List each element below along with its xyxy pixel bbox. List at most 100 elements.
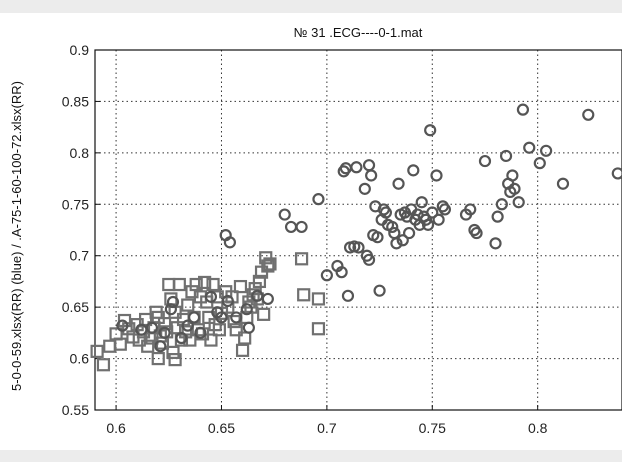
square-data-point xyxy=(311,322,326,336)
circle-data-point xyxy=(402,226,416,240)
circle-data-point xyxy=(432,213,445,226)
circle-data-point xyxy=(499,149,513,163)
square-data-point xyxy=(157,317,172,331)
circle-data-point xyxy=(242,321,255,334)
circle-data-point xyxy=(495,198,508,211)
circle-data-point xyxy=(230,311,243,324)
circle-data-point xyxy=(362,253,376,266)
y-tick-label: 0.75 xyxy=(62,196,89,212)
square-data-point xyxy=(96,358,111,372)
circle-data-point xyxy=(341,289,355,302)
circle-data-point xyxy=(523,141,536,154)
circle-data-point xyxy=(464,203,477,216)
circle-data-point xyxy=(251,289,264,302)
square-data-point xyxy=(252,274,267,289)
circle-data-point xyxy=(415,196,428,209)
circle-data-point xyxy=(164,303,177,316)
circle-data-point xyxy=(379,206,393,219)
circle-data-point xyxy=(390,237,403,250)
y-tick-label: 0.8 xyxy=(70,145,90,161)
x-tick-label: 0.6 xyxy=(106,420,126,436)
square-data-point xyxy=(212,323,226,337)
circle-data-point xyxy=(223,236,237,249)
square-data-point xyxy=(311,292,326,306)
circle-data-point xyxy=(491,210,504,223)
square-data-point xyxy=(235,343,250,357)
square-data-point xyxy=(166,345,180,359)
square-data-point xyxy=(122,322,136,336)
circle-data-point xyxy=(350,161,363,174)
y-tick-label: 0.7 xyxy=(70,248,90,264)
circle-data-point xyxy=(508,182,521,195)
y-tick-label: 0.85 xyxy=(62,93,89,109)
square-data-point xyxy=(117,313,132,328)
square-data-point xyxy=(172,277,186,292)
square-data-point xyxy=(151,351,165,366)
square-data-point xyxy=(168,353,182,367)
square-data-point xyxy=(233,279,248,294)
figure-panel xyxy=(0,13,622,450)
circle-data-point xyxy=(187,311,201,324)
circle-data-point xyxy=(392,177,405,190)
y-tick-label: 0.6 xyxy=(70,351,90,367)
circle-data-point xyxy=(335,266,348,279)
square-data-point xyxy=(189,277,203,292)
circle-data-point xyxy=(386,220,399,234)
circle-data-point xyxy=(175,331,188,345)
circle-data-point xyxy=(438,203,452,216)
square-data-point xyxy=(113,337,127,351)
chart-title: № 31 .ECG----0-1.mat xyxy=(294,25,423,40)
circle-data-point xyxy=(512,196,525,209)
square-data-point xyxy=(261,259,275,273)
circle-data-point xyxy=(158,326,171,339)
square-data-point xyxy=(90,344,104,358)
square-data-point xyxy=(229,323,243,337)
circle-data-point xyxy=(320,269,333,282)
circle-data-point xyxy=(295,220,308,234)
circle-data-point xyxy=(407,164,420,177)
x-axis: 0.6 0.65 0.7 0.75 0.8 xyxy=(106,405,548,436)
circle-data-point xyxy=(261,292,274,306)
circle-data-point xyxy=(611,167,622,180)
x-tick-label: 0.65 xyxy=(208,420,235,436)
data-points xyxy=(90,103,622,372)
circle-data-point xyxy=(194,326,207,339)
x-tick-label: 0.7 xyxy=(317,420,337,436)
circle-data-point xyxy=(396,234,409,247)
circle-data-point xyxy=(478,154,492,168)
circle-data-point xyxy=(582,108,595,121)
circle-data-point xyxy=(424,124,437,137)
square-data-point xyxy=(238,331,252,345)
circle-data-point xyxy=(540,144,553,157)
circle-data-point xyxy=(312,193,325,206)
circle-data-point xyxy=(215,311,228,324)
circle-data-point xyxy=(278,208,291,221)
y-tick-label: 0.65 xyxy=(62,299,89,315)
square-data-point xyxy=(206,277,220,292)
circle-data-point xyxy=(430,169,443,182)
circle-data-point xyxy=(352,241,365,254)
plot-area-border xyxy=(94,49,622,411)
y-tick-label: 0.55 xyxy=(62,402,89,418)
square-data-point xyxy=(181,298,195,312)
circle-data-point xyxy=(181,319,194,332)
circle-data-point xyxy=(204,290,218,303)
circle-data-point xyxy=(421,218,435,231)
y-tick-label: 0.9 xyxy=(70,42,90,58)
circle-data-point xyxy=(116,319,129,332)
circle-data-point xyxy=(240,303,253,316)
grid xyxy=(95,49,622,411)
circle-data-point xyxy=(358,182,371,195)
square-data-point xyxy=(257,307,271,321)
circle-data-point xyxy=(145,321,159,334)
circle-data-point xyxy=(373,284,386,297)
x-tick-label: 0.75 xyxy=(419,420,446,436)
circle-data-point xyxy=(365,169,378,182)
circle-data-point xyxy=(221,294,234,308)
x-tick-label: 0.8 xyxy=(528,420,548,436)
circle-data-point xyxy=(489,237,502,250)
circle-data-point xyxy=(426,206,439,219)
square-data-point xyxy=(183,333,197,347)
circle-data-point xyxy=(556,177,570,190)
